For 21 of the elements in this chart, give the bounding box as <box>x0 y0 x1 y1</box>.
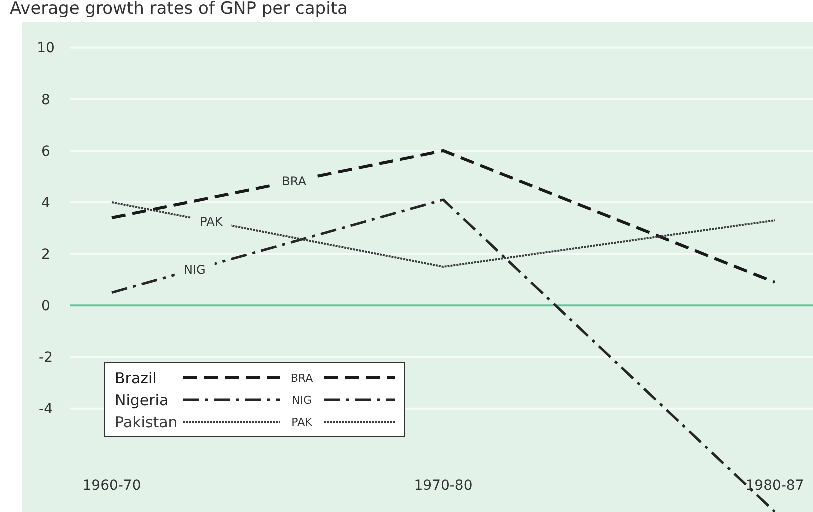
x-tick-label: 1980-87 <box>746 478 804 494</box>
text: BRA <box>290 372 314 385</box>
x-tick-label: 1960-70 <box>82 478 142 494</box>
text: NIG <box>292 394 312 407</box>
annotation: NIG <box>184 262 206 277</box>
y-tick-label: 8 <box>42 92 50 108</box>
x-tick-label: 1970-80 <box>414 478 473 494</box>
y-tick-label: 2 <box>42 247 50 264</box>
text: Pakistan <box>115 413 178 432</box>
annotation: PAK <box>200 215 224 230</box>
y-tick-label: -2 <box>39 350 53 366</box>
text: Brazil <box>115 369 157 388</box>
text: Nigeria <box>115 391 169 410</box>
text: PAK <box>292 416 312 429</box>
annotation: BRA <box>282 174 308 188</box>
y-tick-label: 0 <box>42 298 50 315</box>
y-tick-label: 4 <box>42 195 51 212</box>
y-tick-label: 6 <box>42 144 51 160</box>
y-tick-label: -4 <box>39 402 54 418</box>
y-tick-label: 10 <box>37 40 55 57</box>
chart-title: Average growth rates of GNP per capita <box>10 0 348 19</box>
